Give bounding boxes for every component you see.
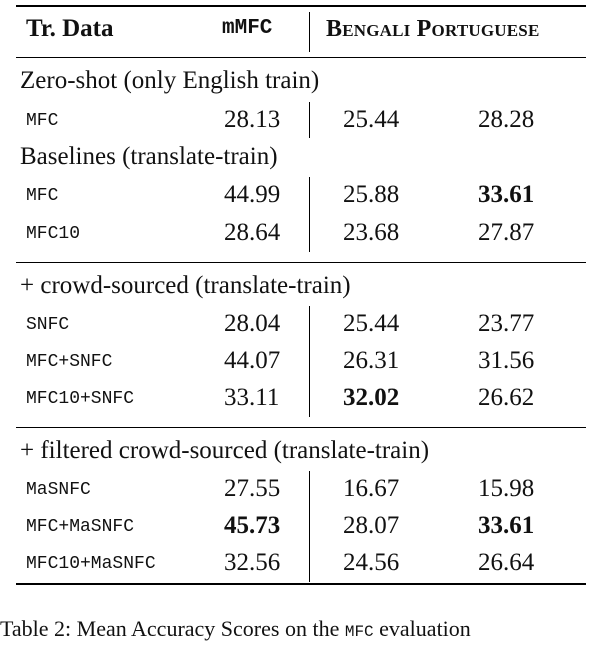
row-data-label: MFC10 (26, 224, 81, 244)
section-title-filtered: + filtered crowd-sourced (translate-trai… (20, 437, 430, 464)
row-bengali-value: 25.88 (343, 181, 400, 208)
header-tr-data: Tr. Data (26, 15, 114, 42)
table-top-rule (16, 5, 586, 7)
row-portuguese-value-best: 33.61 (478, 512, 535, 539)
column-separator-header (309, 12, 310, 52)
row-data-label: MFC10+SNFC (26, 389, 135, 409)
row-mmfc-value-best: 45.73 (224, 512, 281, 539)
row-mmfc-value: 28.04 (224, 310, 281, 337)
row-portuguese-value: 28.28 (478, 106, 535, 133)
row-portuguese-value: 26.64 (478, 549, 535, 576)
section-title-zero-shot: Zero-shot (only English train) (20, 67, 320, 94)
row-data-label: MFC+SNFC (26, 352, 113, 372)
row-bengali-value: 24.56 (343, 549, 400, 576)
table-bottom-rule (16, 583, 586, 585)
caption-text: Table 2: Mean Accuracy Scores on the (0, 616, 340, 641)
row-data-label: SNFC (26, 315, 70, 335)
header-mmfc: mMFC (222, 17, 273, 40)
row-bengali-value: 26.31 (343, 347, 400, 374)
row-data-label: MFC10+MaSNFC (26, 554, 156, 574)
row-mmfc-value: 28.13 (224, 106, 281, 133)
caption-text-end: evaluation (379, 616, 471, 641)
section-title-baselines: Baselines (translate-train) (20, 143, 278, 170)
column-separator-sec1 (309, 102, 310, 138)
section-rule-3 (16, 262, 586, 263)
row-mmfc-value: 28.64 (224, 219, 281, 246)
header-bengali-portuguese: Bengali Portuguese (326, 16, 540, 42)
table-caption: Table 2: Mean Accuracy Scores on the MFC… (0, 614, 471, 647)
row-data-label: MaSNFC (26, 480, 91, 500)
row-data-label: MFC (26, 111, 59, 131)
row-bengali-value: 25.44 (343, 310, 400, 337)
row-data-label: MFC+MaSNFC (26, 517, 135, 537)
row-portuguese-value: 23.77 (478, 310, 535, 337)
row-portuguese-value: 27.87 (478, 219, 535, 246)
row-mmfc-value: 32.56 (224, 549, 281, 576)
row-mmfc-value: 44.07 (224, 347, 281, 374)
section-rule-4 (16, 427, 586, 428)
row-portuguese-value: 26.62 (478, 384, 535, 411)
column-separator-sec4 (309, 471, 310, 582)
header-rule (16, 57, 586, 58)
row-portuguese-value: 31.56 (478, 347, 535, 374)
column-separator-sec2 (309, 177, 310, 252)
row-mmfc-value: 44.99 (224, 181, 281, 208)
row-mmfc-value: 27.55 (224, 475, 281, 502)
row-bengali-value: 25.44 (343, 106, 400, 133)
row-data-label: MFC (26, 186, 59, 206)
row-bengali-value-best: 32.02 (343, 384, 400, 411)
column-separator-sec3 (309, 306, 310, 417)
row-portuguese-value-best: 33.61 (478, 181, 535, 208)
row-portuguese-value: 15.98 (478, 475, 535, 502)
row-bengali-value: 28.07 (343, 512, 400, 539)
row-mmfc-value: 33.11 (224, 384, 280, 411)
section-title-crowd-sourced: + crowd-sourced (translate-train) (20, 272, 351, 299)
row-bengali-value: 23.68 (343, 219, 400, 246)
row-bengali-value: 16.67 (343, 475, 400, 502)
